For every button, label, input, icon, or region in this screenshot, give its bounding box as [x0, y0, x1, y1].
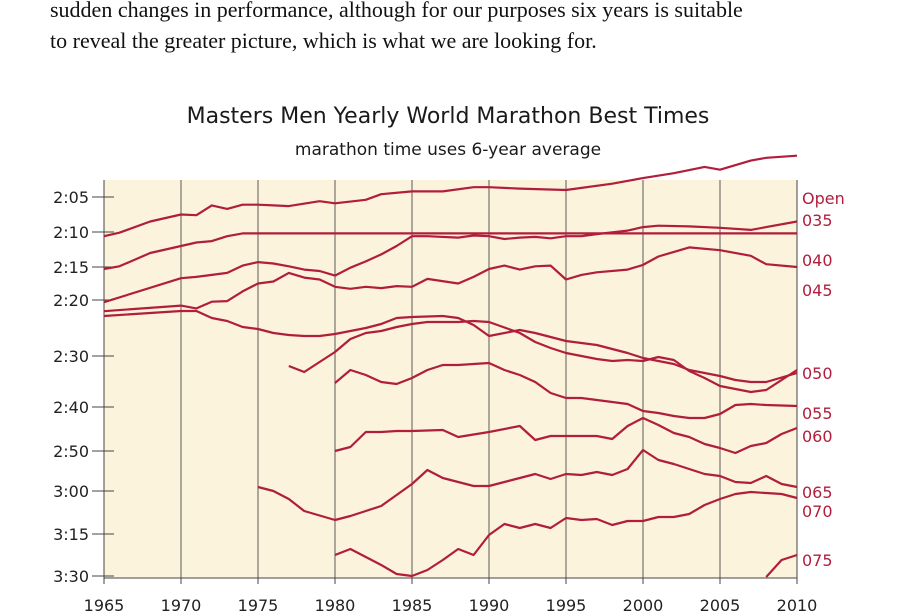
series-label-035: 035 — [802, 211, 833, 230]
series-label-055: 055 — [802, 404, 833, 423]
series-label-075: 075 — [802, 551, 833, 570]
series-line-Open — [103, 154, 798, 238]
series-label-040: 040 — [802, 251, 833, 270]
x-tick-label-1995: 1995 — [546, 596, 587, 614]
decorative-series-lines — [103, 309, 798, 578]
decorative-line-7 — [765, 553, 798, 578]
y-tick-label-2:20: 2:20 — [53, 291, 89, 310]
series-line-035 — [103, 232, 797, 271]
y-tick-label-2:50: 2:50 — [53, 442, 89, 461]
decorative-line-4 — [334, 416, 798, 455]
intro-line-2: to reveal the greater picture, which is … — [50, 28, 597, 53]
chart-title: Masters Men Yearly World Marathon Best T… — [187, 104, 710, 129]
series-line-040 — [103, 220, 798, 304]
series-label-070: 070 — [802, 502, 833, 521]
chart-subtitle: marathon time uses 6-year average — [295, 140, 601, 160]
x-tick-label-1980: 1980 — [315, 596, 356, 614]
y-tick-label-2:40: 2:40 — [53, 398, 89, 417]
x-tick-label-1985: 1985 — [392, 596, 433, 614]
decorative-line-6 — [334, 490, 798, 578]
x-tick-label-1965: 1965 — [84, 596, 125, 614]
series-label-050: 050 — [802, 364, 833, 383]
y-tick-label-2:05: 2:05 — [53, 188, 89, 207]
plot-area — [104, 180, 797, 578]
y-tick-label-2:30: 2:30 — [53, 347, 89, 366]
x-tick-label-2000: 2000 — [623, 596, 664, 614]
decorative-line-1 — [103, 309, 798, 384]
intro-paragraph: sudden changes in performance, although … — [50, 0, 870, 56]
intro-line-1: sudden changes in performance, although … — [50, 0, 743, 22]
series-label-060: 060 — [802, 427, 833, 446]
x-tick-label-2005: 2005 — [700, 596, 741, 614]
y-tick-label-3:15: 3:15 — [53, 525, 89, 544]
x-tick-label-2010: 2010 — [777, 596, 818, 614]
axes: 1965 1970 1975 1980 1985 1990 1995 2000 2005 2010… — [53, 180, 845, 614]
series-lines — [103, 154, 798, 313]
y-tick-label-2:10: 2:10 — [53, 223, 89, 242]
series-line-045 — [103, 246, 798, 313]
series-label-Open: Open — [802, 189, 845, 208]
decorative-line-2 — [288, 319, 798, 394]
x-tick-label-1970: 1970 — [161, 596, 202, 614]
y-tick-label-2:15: 2:15 — [53, 258, 89, 277]
decorative-line-3 — [334, 361, 798, 420]
decorative-line-5 — [257, 448, 798, 522]
series-label-065: 065 — [802, 483, 833, 502]
x-tick-label-1975: 1975 — [238, 596, 279, 614]
y-tick-label-3:00: 3:00 — [53, 482, 89, 501]
series-label-045: 045 — [802, 281, 833, 300]
y-tick-label-3:30: 3:30 — [53, 567, 89, 586]
x-tick-label-1990: 1990 — [469, 596, 510, 614]
